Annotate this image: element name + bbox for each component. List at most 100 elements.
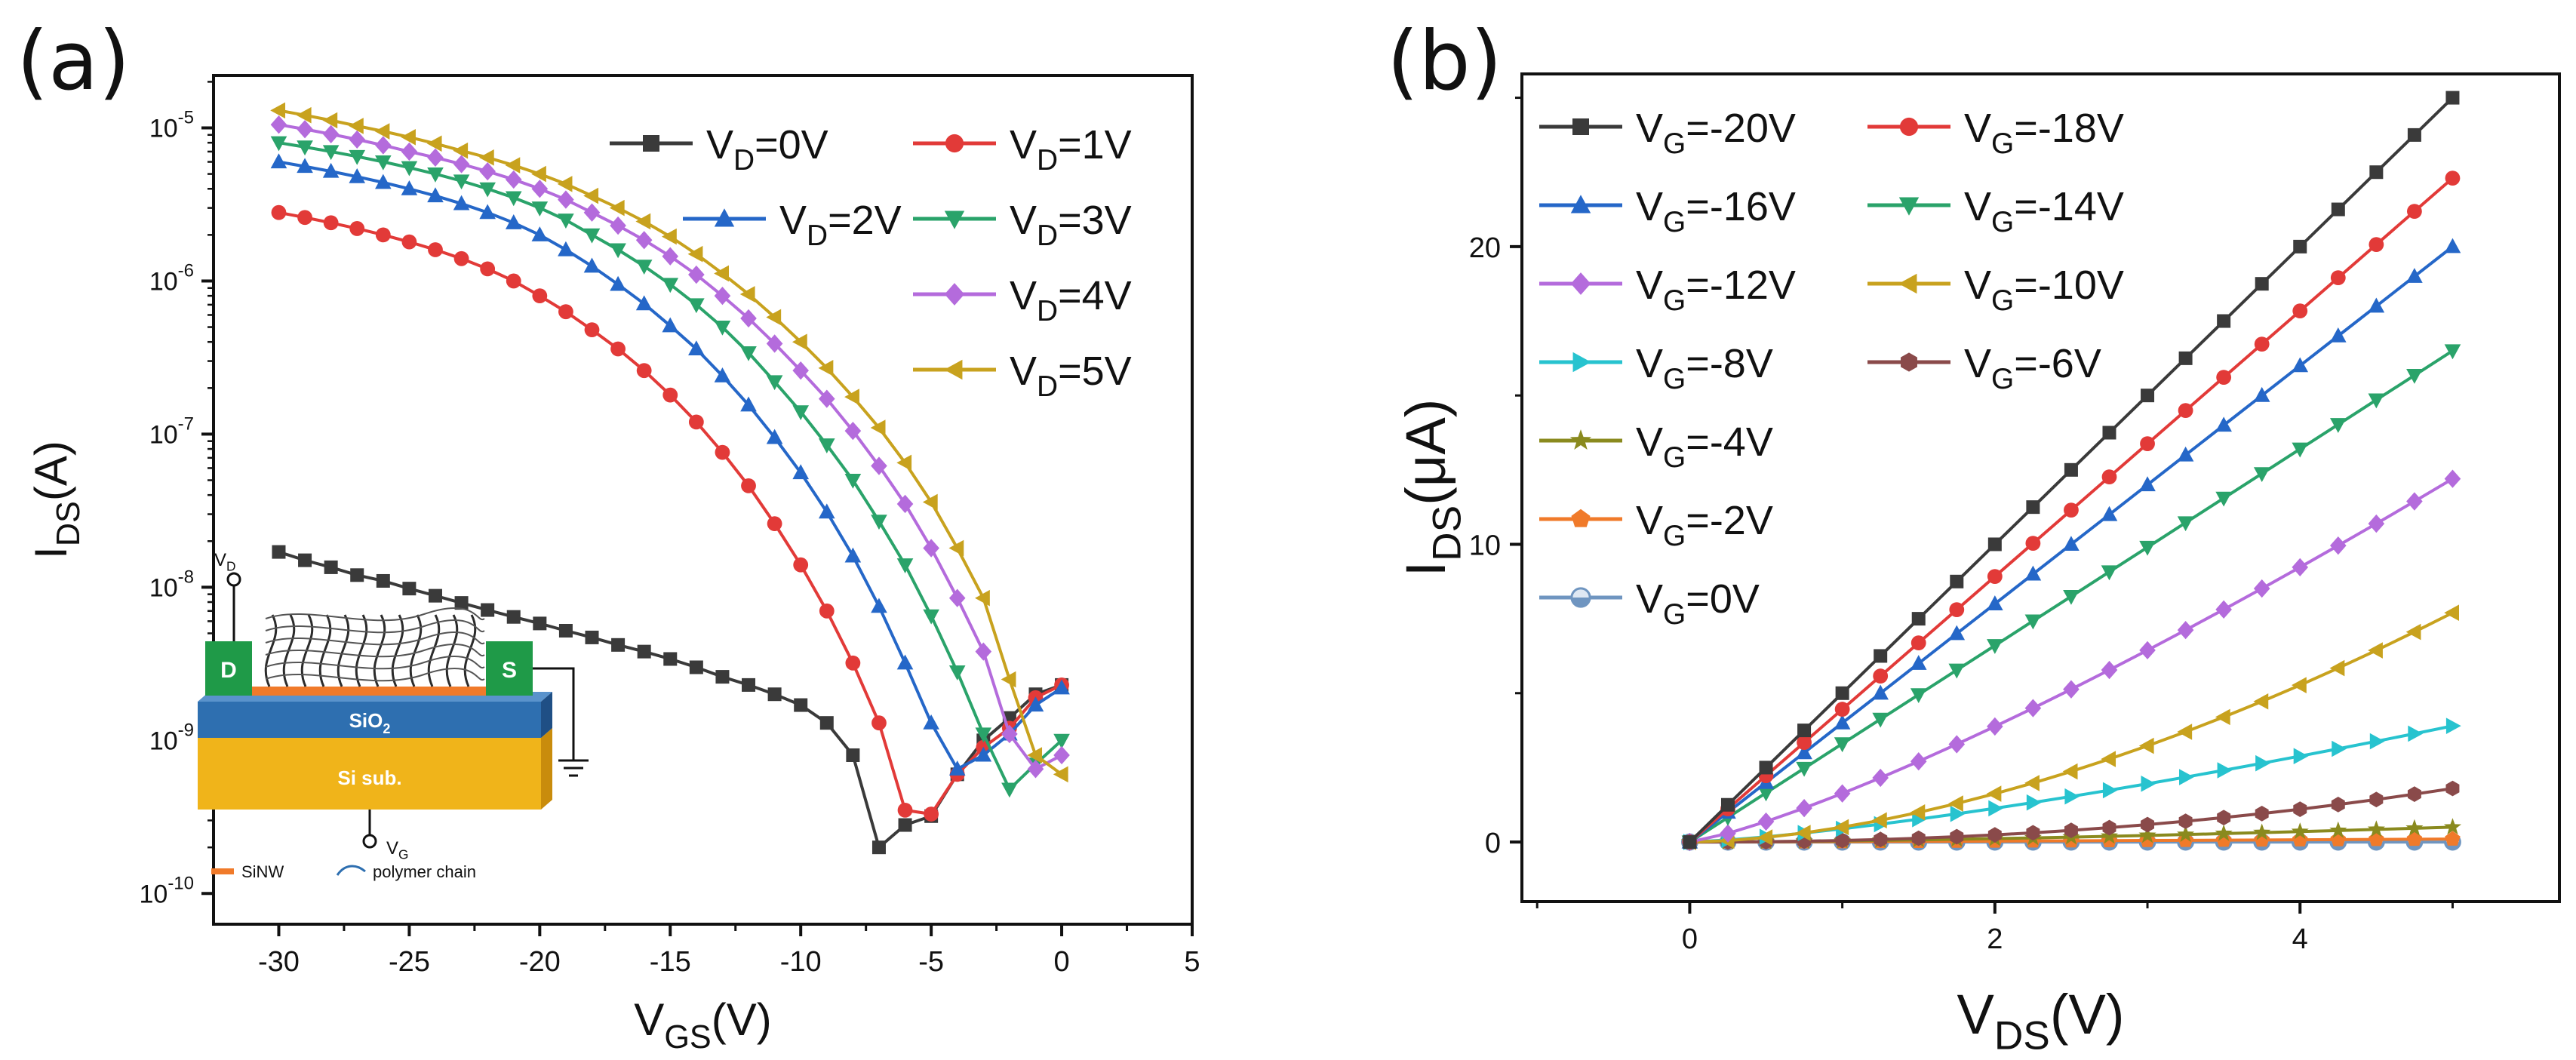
panel-a-legend-label-1-base: V <box>1010 122 1037 167</box>
panel-b-point <box>2293 748 2309 765</box>
panel-b-point <box>2063 536 2080 552</box>
inset-legend-sinw-label: SiNW <box>241 862 284 881</box>
panel-a-point <box>270 136 287 152</box>
panel-a-point-shape <box>610 243 626 259</box>
panel-a-frame <box>212 74 1194 926</box>
panel-a-point <box>740 309 757 328</box>
panel-b-point-shape <box>2253 823 2271 840</box>
panel-a-point <box>1053 679 1070 695</box>
panel-b-point <box>2367 820 2385 837</box>
panel-b-legend-marker <box>1572 352 1591 373</box>
panel-b-point <box>1910 688 1927 703</box>
inset-polymer-chain <box>318 614 332 687</box>
panel-a-point-shape <box>583 228 601 244</box>
panel-b-legend-marker-shape <box>1898 197 1920 216</box>
panel-a-point-shape <box>1001 724 1018 744</box>
panel-b-legend-label-4: VG=-12V <box>1636 263 1796 317</box>
panel-a-point <box>818 503 835 519</box>
panel-a-label: (a) <box>17 14 130 109</box>
panel-a-point-shape <box>481 603 495 617</box>
panel-b-x-title: VDS(V) <box>1957 983 2124 1058</box>
panel-a-point <box>871 715 887 731</box>
panel-a-point <box>766 375 783 391</box>
panel-a-point <box>323 215 339 231</box>
panel-a-point-shape <box>845 655 861 671</box>
panel-a-point-shape <box>948 760 966 776</box>
panel-a-x-title-tail: (V) <box>712 994 772 1045</box>
panel-a-point <box>818 389 835 408</box>
panel-b-legend-label-1-base: V <box>1964 106 1991 151</box>
panel-b-point-shape <box>1834 714 1851 730</box>
panel-a-y-tick-base: 10 <box>149 420 178 449</box>
panel-b-point-shape <box>1911 612 1926 626</box>
panel-b-point-shape <box>2024 614 2042 630</box>
panel-b-x-title-sub: DS <box>1994 1014 2050 1058</box>
panel-a-point-shape <box>687 245 703 263</box>
panel-b-point-shape <box>1910 804 1926 821</box>
panel-a-point-shape <box>819 716 834 730</box>
panel-a-point-shape <box>402 582 417 596</box>
panel-a-y-title-base: I <box>26 546 76 559</box>
panel-a-point <box>871 598 887 613</box>
panel-a-point-shape <box>740 309 757 328</box>
panel-a-point <box>688 265 705 284</box>
panel-b-point <box>2255 754 2270 772</box>
panel-b-point <box>1720 824 1736 843</box>
panel-b-point <box>2062 763 2078 780</box>
panel-b-legend-label-9-sub: G <box>1663 520 1686 552</box>
panel-a-legend-label-1-sub: D <box>1037 144 1058 177</box>
panel-a-point-shape <box>714 367 731 383</box>
panel-b-legend-item-1: VG=-18V <box>1867 106 2124 160</box>
panel-a-point <box>297 140 313 156</box>
panel-a-x-tick-label: -10 <box>780 946 822 978</box>
panel-b-point <box>2444 238 2461 253</box>
panel-a-point-shape <box>505 214 522 229</box>
panel-b-point <box>2329 821 2347 838</box>
panel-a-legend-marker <box>714 208 735 227</box>
panel-a-point <box>349 221 365 236</box>
panel-a-legend-marker-shape <box>944 210 965 229</box>
panel-a-point <box>896 654 914 670</box>
panel-a-point <box>609 199 625 217</box>
panel-a-point-shape <box>689 660 703 674</box>
panel-b-point-shape <box>2178 813 2193 829</box>
panel-b-legend-marker <box>1898 273 1917 294</box>
panel-b-legend-label-7: VG=-6V <box>1964 341 2101 395</box>
panel-b-legend-label-2: VG=-16V <box>1636 184 1796 238</box>
panel-b-point-shape <box>2215 416 2232 432</box>
panel-b-legend-label-3: VG=-14V <box>1964 184 2124 238</box>
panel-a-point <box>662 387 678 403</box>
panel-a-point-shape <box>714 286 731 306</box>
panel-b-legend-label-6-sub: G <box>1663 363 1686 395</box>
panel-b-point-shape <box>1757 829 1773 846</box>
panel-b-point-shape <box>2101 660 2118 680</box>
panel-a-legend-label-2-tail: =2V <box>828 198 902 243</box>
panel-b-point <box>1757 786 1775 802</box>
panel-b-point-shape <box>2101 505 2118 521</box>
panel-b-point <box>1720 797 1735 812</box>
panel-a-x-tick-label: -15 <box>650 946 691 978</box>
panel-a-legend-marker-shape <box>945 134 964 153</box>
panel-b-point <box>2292 357 2309 373</box>
panel-b-point <box>1950 574 1964 588</box>
inset-vd-label: VD <box>214 550 235 574</box>
panel-b-point-shape <box>1910 655 1927 670</box>
panel-b-point <box>2024 699 2042 717</box>
panel-a-y-tick-base: 10 <box>149 267 178 296</box>
panel-b-point-shape <box>2444 604 2460 622</box>
panel-b-point-shape <box>2177 825 2195 843</box>
panel-b-legend-marker-shape <box>1898 273 1917 294</box>
panel-b-point <box>2292 442 2309 458</box>
panel-a-point <box>637 644 651 659</box>
panel-b-point <box>1872 712 1889 728</box>
panel-b-point-shape <box>2178 403 2193 419</box>
panel-b-point-shape <box>1872 712 1889 728</box>
panel-b-x-title-base: V <box>1957 983 1994 1046</box>
panel-b-point <box>2139 540 2156 556</box>
panel-b-point <box>2102 782 2118 799</box>
panel-b-point <box>2215 416 2232 432</box>
panel-a-point <box>844 389 859 405</box>
panel-a-point <box>505 157 521 174</box>
panel-a-point <box>766 334 783 353</box>
panel-b-legend-label-9-base: V <box>1636 498 1663 543</box>
